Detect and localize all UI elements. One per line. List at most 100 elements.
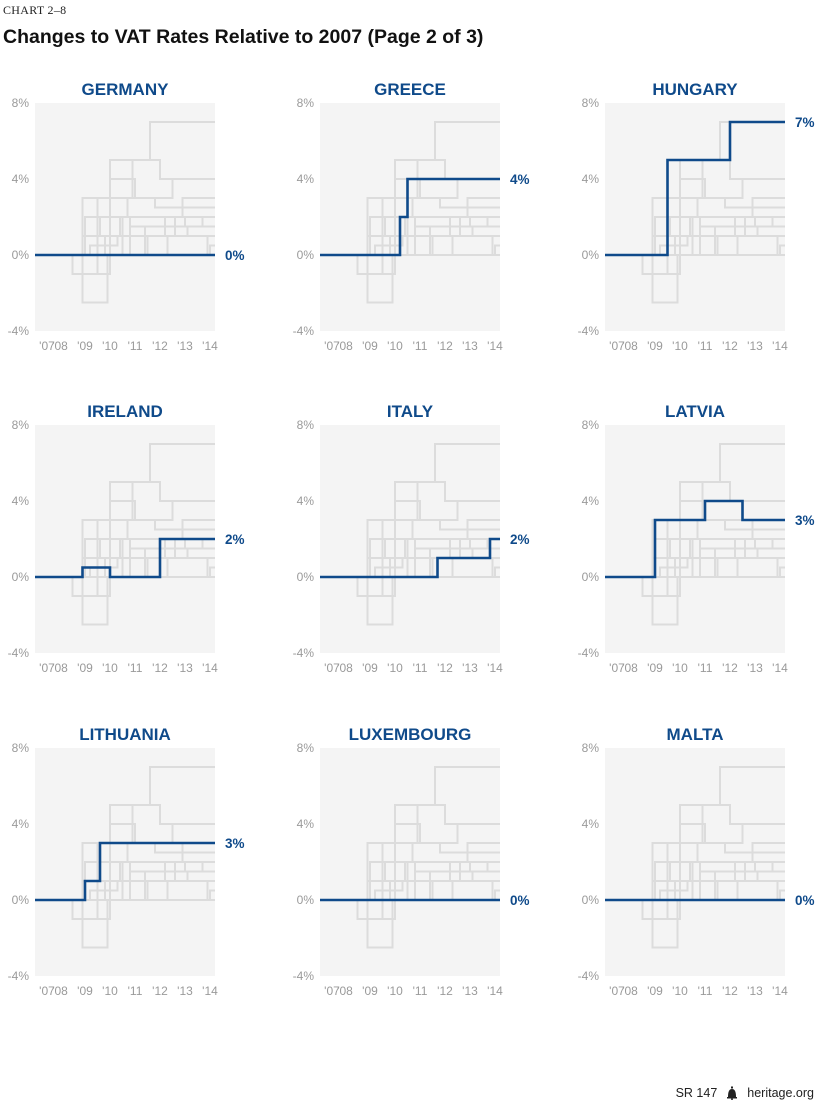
y-tick-label: -4% <box>293 969 315 983</box>
highlight-line-greece <box>320 177 500 257</box>
y-tick-label: 8% <box>12 96 30 110</box>
y-tick-label: 4% <box>582 817 600 831</box>
y-tick-label: -4% <box>578 324 600 338</box>
y-tick-label: 0% <box>582 570 600 584</box>
end-value-label: 2% <box>510 532 530 547</box>
y-tick-label: 0% <box>297 893 315 907</box>
x-tick-label: '13 <box>747 339 763 353</box>
context-country-line <box>605 842 785 901</box>
x-tick-label: '12 <box>437 661 453 675</box>
x-tick-label: '07 <box>324 339 340 353</box>
context-country-line <box>605 823 785 901</box>
footer: SR 147 heritage.org <box>675 1086 814 1101</box>
report-id: SR 147 <box>675 1086 718 1100</box>
context-country-line <box>320 197 500 256</box>
x-tick-label: '09 <box>362 984 378 998</box>
highlight-line-italy <box>320 537 500 579</box>
y-tick-label: 4% <box>12 817 30 831</box>
x-tick-label: '07 <box>609 984 625 998</box>
x-tick-label: '11 <box>698 339 713 353</box>
panel-title: MALTA <box>667 725 724 744</box>
x-tick-label: '08 <box>337 984 353 998</box>
x-tick-label: '11 <box>128 339 143 353</box>
x-tick-label: '07 <box>324 984 340 998</box>
end-value-label: 0% <box>225 248 245 263</box>
x-tick-label: '13 <box>177 661 193 675</box>
y-tick-label: 0% <box>12 893 30 907</box>
x-tick-label: '13 <box>747 984 763 998</box>
y-tick-label: 8% <box>12 418 30 432</box>
panel-germany: GERMANY 8% 4% 0% -4% '07'08 '09 '10 '11 '12 '13 '14… <box>8 80 245 353</box>
x-tick-label: '14 <box>202 984 218 998</box>
x-tick-label: '12 <box>722 339 738 353</box>
y-tick-label: 0% <box>297 570 315 584</box>
x-tick-label: '10 <box>102 984 118 998</box>
panel-title: HUNGARY <box>652 80 738 99</box>
panel-ireland: IRELAND 8% 4% 0% -4% '07'08 '09 '10 '11 '12 '13 '14… <box>8 402 245 675</box>
x-tick-label: '11 <box>698 984 713 998</box>
end-value-label: 0% <box>510 893 530 908</box>
panel-italy: ITALY 8% 4% 0% -4% '07'08 '09 '10 '11 '12 '13 '14 2% <box>293 402 530 675</box>
x-tick-label: '08 <box>622 984 638 998</box>
x-tick-label: '12 <box>152 339 168 353</box>
y-tick-label: 8% <box>297 96 315 110</box>
y-tick-label: 4% <box>297 172 315 186</box>
context-country-line <box>35 197 215 256</box>
y-tick-label: 8% <box>582 418 600 432</box>
y-tick-label: 0% <box>582 893 600 907</box>
x-tick-label: '14 <box>772 661 788 675</box>
x-tick-label: '09 <box>77 339 93 353</box>
x-tick-label: '11 <box>698 661 713 675</box>
end-value-label: 3% <box>225 836 245 851</box>
x-tick-label: '08 <box>622 661 638 675</box>
y-tick-label: 8% <box>297 418 315 432</box>
x-tick-label: '07 <box>39 661 55 675</box>
x-tick-label: '14 <box>487 984 503 998</box>
y-tick-label: -4% <box>8 646 30 660</box>
x-tick-label: '07 <box>39 984 55 998</box>
x-tick-label: '14 <box>202 661 218 675</box>
panel-luxembourg: LUXEMBOURG 8% 4% 0% -4% '07'08 '09 '10 '11 '12 '13… <box>293 725 530 998</box>
y-tick-label: 4% <box>297 494 315 508</box>
x-tick-label: '10 <box>102 339 118 353</box>
y-tick-label: -4% <box>8 969 30 983</box>
x-tick-label: '09 <box>362 339 378 353</box>
x-tick-label: '11 <box>413 984 428 998</box>
x-tick-label: '13 <box>462 661 478 675</box>
x-tick-label: '08 <box>337 661 353 675</box>
end-value-label: 4% <box>510 172 530 187</box>
x-tick-label: '09 <box>77 661 93 675</box>
y-tick-label: -4% <box>293 324 315 338</box>
x-tick-label: '12 <box>152 661 168 675</box>
x-tick-label: '10 <box>102 661 118 675</box>
x-tick-label: '14 <box>202 339 218 353</box>
x-tick-label: '11 <box>413 661 428 675</box>
source-site: heritage.org <box>747 1086 814 1100</box>
panel-lithuania: LITHUANIA 8% 4% 0% -4% '07'08 '09 '10 '11 '12 '13 '… <box>8 725 245 998</box>
y-tick-label: 4% <box>297 817 315 831</box>
x-tick-label: '07 <box>39 339 55 353</box>
y-tick-label: 0% <box>12 570 30 584</box>
panel-greece: GREECE 8% 4% 0% -4% '07'08 '09 '10 '11 '12 '13 '14 4… <box>293 80 530 353</box>
x-tick-label: '09 <box>77 984 93 998</box>
x-tick-label: '12 <box>722 984 738 998</box>
context-country-line <box>35 519 215 578</box>
x-tick-label: '12 <box>152 984 168 998</box>
context-country-line <box>35 178 215 256</box>
context-country-line <box>605 197 785 256</box>
y-tick-label: -4% <box>578 969 600 983</box>
end-value-label: 0% <box>795 893 815 908</box>
x-tick-label: '14 <box>772 984 788 998</box>
x-tick-label: '11 <box>413 339 428 353</box>
panel-latvia: LATVIA 8% 4% 0% -4% '07'08 '09 '10 '11 '12 '13 '14 3… <box>578 402 815 675</box>
x-tick-label: '09 <box>647 661 663 675</box>
y-tick-label: 4% <box>582 172 600 186</box>
x-tick-label: '10 <box>387 984 403 998</box>
liberty-bell-icon <box>725 1086 739 1101</box>
x-tick-label: '08 <box>52 661 68 675</box>
context-country-line <box>35 500 215 578</box>
context-country-line <box>320 178 500 256</box>
y-tick-label: 8% <box>297 741 315 755</box>
x-tick-label: '10 <box>387 339 403 353</box>
